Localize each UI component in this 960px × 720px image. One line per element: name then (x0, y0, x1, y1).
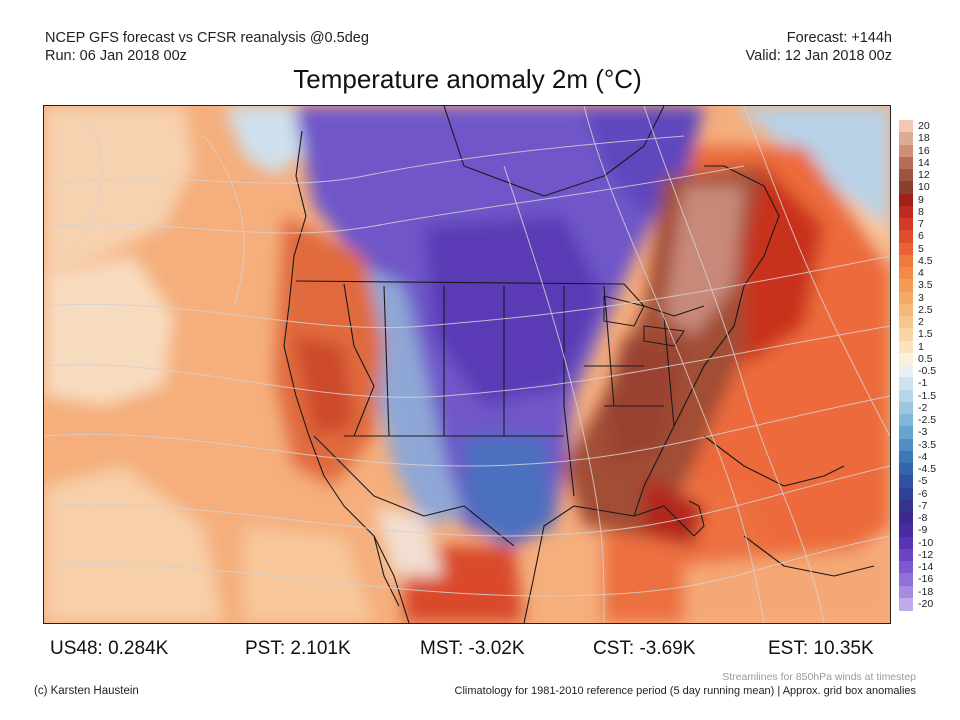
colorbar-tick-label: -16 (918, 573, 934, 586)
anomaly-map-graphic (44, 106, 890, 623)
colorbar-swatch (899, 389, 913, 403)
colorbar-swatch (899, 524, 913, 537)
colorbar-swatch (899, 193, 913, 207)
colorbar-tick-label: -2.5 (918, 414, 937, 427)
valid-line: Valid: 12 Jan 2018 00z (745, 48, 892, 64)
colorbar-tick-label: -4 (918, 450, 928, 463)
colorbar-swatch (899, 561, 913, 574)
colorbar-tick-label: 18 (918, 132, 930, 145)
header-right: Forecast: +144h Valid: 12 Jan 2018 00z (746, 29, 892, 65)
run-line: Run: 06 Jan 2018 00z (45, 48, 187, 64)
colorbar-tick-label: 16 (918, 144, 930, 157)
colorbar-swatch (899, 205, 913, 219)
colorbar-tick-label: -12 (918, 548, 934, 561)
colorbar-swatch (899, 230, 913, 243)
colorbar-swatch (899, 548, 913, 562)
anomaly-map (43, 105, 891, 624)
header-left: NCEP GFS forecast vs CFSR reanalysis @0.… (45, 29, 369, 65)
forecast-line: Forecast: +144h (786, 30, 892, 46)
colorbar-tick-label: -20 (918, 597, 934, 610)
colorbar-tick-label: -18 (918, 585, 934, 598)
region-stat-mst: MST: -3.02K (420, 638, 525, 659)
colorbar-swatch (899, 365, 913, 378)
colorbar-swatch (899, 279, 913, 292)
colorbar-swatch (899, 120, 913, 133)
colorbar-tick-label: 20 (918, 120, 930, 133)
colorbar-tick-label: 14 (918, 156, 930, 169)
colorbar-tick-label: 2 (918, 316, 924, 329)
region-stat-est: EST: 10.35K (768, 638, 874, 659)
colorbar-swatch (899, 597, 913, 611)
colorbar-swatch (899, 340, 913, 354)
colorbar-tick-label: 9 (918, 193, 924, 206)
colorbar-tick-label: -4.5 (918, 463, 937, 476)
colorbar-swatch (899, 352, 913, 366)
colorbar-swatch (899, 463, 913, 476)
colorbar-swatch (899, 573, 913, 586)
colorbar-tick-label: 5 (918, 242, 924, 255)
colorbar-swatch (899, 156, 913, 170)
colorbar-swatch (899, 401, 913, 415)
colorbar-tick-label: 10 (918, 181, 930, 194)
colorbar-swatch (899, 499, 913, 513)
colorbar-tick-label: 2.5 (918, 303, 933, 316)
colorbar-swatch (899, 132, 913, 145)
colorbar-tick-label: 4 (918, 267, 924, 280)
colorbar-tick-label: -5 (918, 475, 928, 488)
climatology-note: Climatology for 1981-2010 reference peri… (454, 685, 916, 697)
colorbar-tick-label: -8 (918, 512, 928, 525)
colorbar-swatch (899, 316, 913, 329)
colorbar-tick-label: 3.5 (918, 279, 933, 292)
colorbar-tick-label: 1 (918, 340, 924, 353)
model-line: NCEP GFS forecast vs CFSR reanalysis @0.… (45, 30, 369, 46)
region-stat-pst: PST: 2.101K (245, 638, 351, 659)
region-stat-cst: CST: -3.69K (593, 638, 696, 659)
colorbar-tick-label: 0.5 (918, 352, 933, 365)
colorbar-tick-label: -0.5 (918, 365, 937, 378)
colorbar-swatch (899, 414, 913, 427)
colorbar-tick-label: -3.5 (918, 438, 937, 451)
colorbar-tick-label: -7 (918, 499, 928, 512)
colorbar (899, 120, 913, 611)
colorbar-swatch (899, 242, 913, 256)
colorbar-swatch (899, 218, 913, 231)
colorbar-tick-label: -1 (918, 377, 928, 390)
colorbar-swatch (899, 487, 913, 501)
colorbar-swatch (899, 291, 913, 305)
colorbar-swatch (899, 450, 913, 464)
colorbar-swatch (899, 585, 913, 599)
colorbar-swatch (899, 475, 913, 488)
colorbar-tick-label: 6 (918, 230, 924, 243)
colorbar-tick-label: 1.5 (918, 328, 933, 341)
colorbar-swatch (899, 169, 913, 182)
credit-text: (c) Karsten Haustein (34, 685, 139, 697)
colorbar-tick-label: -6 (918, 487, 928, 500)
region-stat-us48: US48: 0.284K (50, 638, 169, 659)
streamline-note: Streamlines for 850hPa winds at timestep (722, 671, 916, 683)
colorbar-swatch (899, 181, 913, 194)
colorbar-swatch (899, 303, 913, 317)
colorbar-tick-label: -10 (918, 536, 934, 549)
colorbar-swatch (899, 512, 913, 525)
colorbar-swatch (899, 254, 913, 268)
colorbar-tick-label: 7 (918, 218, 924, 231)
colorbar-swatch (899, 144, 913, 158)
colorbar-swatch (899, 426, 913, 439)
colorbar-tick-label: 8 (918, 205, 924, 218)
colorbar-tick-label: -1.5 (918, 389, 937, 402)
map-title: Temperature anomaly 2m (°C) (293, 64, 642, 94)
colorbar-tick-label: 3 (918, 291, 924, 304)
colorbar-swatch (899, 328, 913, 341)
colorbar-swatch (899, 267, 913, 280)
colorbar-swatch (899, 536, 913, 550)
colorbar-tick-label: -9 (918, 524, 928, 537)
colorbar-tick-label: -14 (918, 561, 934, 574)
colorbar-swatch (899, 438, 913, 452)
colorbar-tick-label: 4.5 (918, 254, 933, 267)
colorbar-tick-label: -3 (918, 426, 928, 439)
colorbar-tick-label: 12 (918, 169, 930, 182)
colorbar-tick-label: -2 (918, 401, 928, 414)
colorbar-swatch (899, 377, 913, 390)
